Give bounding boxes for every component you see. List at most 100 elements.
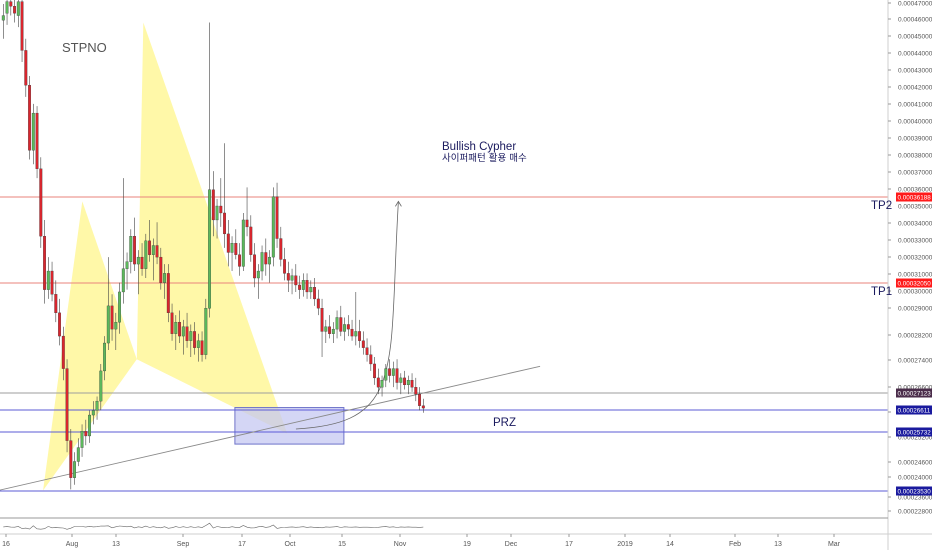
candle bbox=[245, 187, 249, 237]
oscillator-line bbox=[3, 522, 424, 530]
y-tick-label: 0.00044000 bbox=[898, 51, 932, 58]
candle bbox=[76, 438, 80, 467]
candle-body bbox=[365, 347, 369, 355]
y-tick-label: 0.00037000 bbox=[898, 170, 932, 177]
price-level-tag bbox=[896, 486, 932, 496]
candle bbox=[24, 38, 28, 97]
candle-body bbox=[144, 240, 148, 269]
candle-body bbox=[84, 431, 88, 437]
candle bbox=[103, 336, 106, 381]
candle-body bbox=[211, 189, 215, 221]
candle-body bbox=[384, 368, 388, 381]
candle bbox=[46, 257, 50, 299]
candle bbox=[346, 315, 350, 337]
candle-body bbox=[346, 324, 350, 330]
candle-body bbox=[260, 252, 264, 272]
candle bbox=[388, 359, 391, 383]
candle bbox=[121, 178, 125, 304]
y-tick-label: 0.00026600 bbox=[898, 385, 932, 392]
candle-body bbox=[103, 342, 106, 372]
candle-body bbox=[331, 328, 335, 334]
prz-label: PRZ bbox=[493, 417, 516, 429]
x-tick-label: 2019 bbox=[617, 541, 633, 548]
candle bbox=[226, 219, 230, 267]
target-label: TP1 bbox=[871, 286, 892, 298]
price-level-tag-text: 0.00027123 bbox=[898, 391, 932, 398]
annotation-subtitle: 사이퍼패턴 활용 매수 bbox=[442, 152, 527, 164]
candle-body bbox=[163, 273, 166, 283]
candle bbox=[208, 22, 211, 318]
y-tick-label: 0.00036000 bbox=[898, 187, 932, 194]
x-tick-label: Mar bbox=[828, 541, 841, 548]
candle bbox=[294, 264, 298, 292]
candle-body bbox=[208, 189, 211, 309]
x-tick-label: Oct bbox=[285, 541, 296, 548]
candle bbox=[88, 410, 91, 443]
candle-body bbox=[418, 393, 421, 406]
y-tick-label: 0.00032000 bbox=[898, 255, 932, 262]
candle-body bbox=[200, 340, 204, 355]
candle bbox=[268, 250, 271, 283]
candle-body bbox=[166, 273, 170, 314]
y-tick-label: 0.00025200 bbox=[898, 435, 932, 442]
candle bbox=[43, 219, 46, 304]
candle bbox=[361, 331, 365, 355]
candle-body bbox=[406, 380, 410, 386]
candle-body bbox=[99, 370, 103, 402]
candle-body bbox=[39, 168, 43, 237]
y-tick-label: 0.00022800 bbox=[898, 509, 932, 516]
price-level-tag-text: 0.00036188 bbox=[898, 195, 932, 202]
candle bbox=[50, 261, 54, 302]
candle-body bbox=[9, 1, 13, 7]
candle bbox=[200, 331, 204, 362]
x-tick-label: 13 bbox=[774, 541, 782, 548]
candle-body bbox=[73, 461, 76, 478]
candle bbox=[1, 3, 5, 39]
candle-body bbox=[328, 326, 331, 334]
candle-body bbox=[50, 270, 54, 295]
candle bbox=[211, 171, 215, 237]
x-tick-label: 16 bbox=[2, 541, 10, 548]
candle bbox=[106, 257, 110, 351]
candle-body bbox=[399, 377, 403, 383]
candle-body bbox=[256, 270, 260, 279]
candle-body bbox=[121, 268, 125, 293]
prz-zone bbox=[234, 407, 345, 445]
candle-body bbox=[151, 245, 155, 255]
candle-body bbox=[421, 405, 425, 409]
candle bbox=[320, 298, 324, 357]
candle bbox=[13, 0, 16, 23]
candle-body bbox=[339, 317, 343, 332]
candle bbox=[328, 315, 331, 339]
candle bbox=[331, 322, 335, 344]
candle-body bbox=[61, 335, 65, 369]
y-tick-label: 0.00035000 bbox=[898, 204, 932, 211]
y-tick-label: 0.00046000 bbox=[898, 17, 932, 24]
candle-body bbox=[174, 321, 178, 334]
candle-body bbox=[245, 219, 249, 228]
candle-body bbox=[369, 354, 373, 365]
candle-body bbox=[133, 236, 136, 265]
y-tick-label: 0.00029000 bbox=[898, 306, 932, 313]
candle-body bbox=[28, 85, 31, 151]
candle-body bbox=[43, 236, 46, 290]
x-tick-label: 15 bbox=[338, 541, 346, 548]
y-tick-label: 0.00042000 bbox=[898, 85, 932, 92]
x-tick-label: 13 bbox=[112, 541, 120, 548]
candle-body bbox=[193, 331, 196, 348]
candle bbox=[125, 252, 129, 290]
x-tick-label: Nov bbox=[394, 541, 407, 548]
candle bbox=[170, 303, 174, 341]
candle-body bbox=[170, 312, 174, 334]
candle-body bbox=[91, 410, 95, 416]
candle-body bbox=[316, 298, 320, 309]
candle bbox=[343, 317, 346, 341]
price-level-tag bbox=[896, 192, 932, 202]
candle-body bbox=[204, 308, 208, 355]
candle-body bbox=[106, 305, 110, 344]
candle bbox=[114, 312, 118, 351]
x-tick-label: Aug bbox=[66, 541, 79, 548]
candle bbox=[140, 243, 144, 276]
candle bbox=[31, 103, 35, 165]
